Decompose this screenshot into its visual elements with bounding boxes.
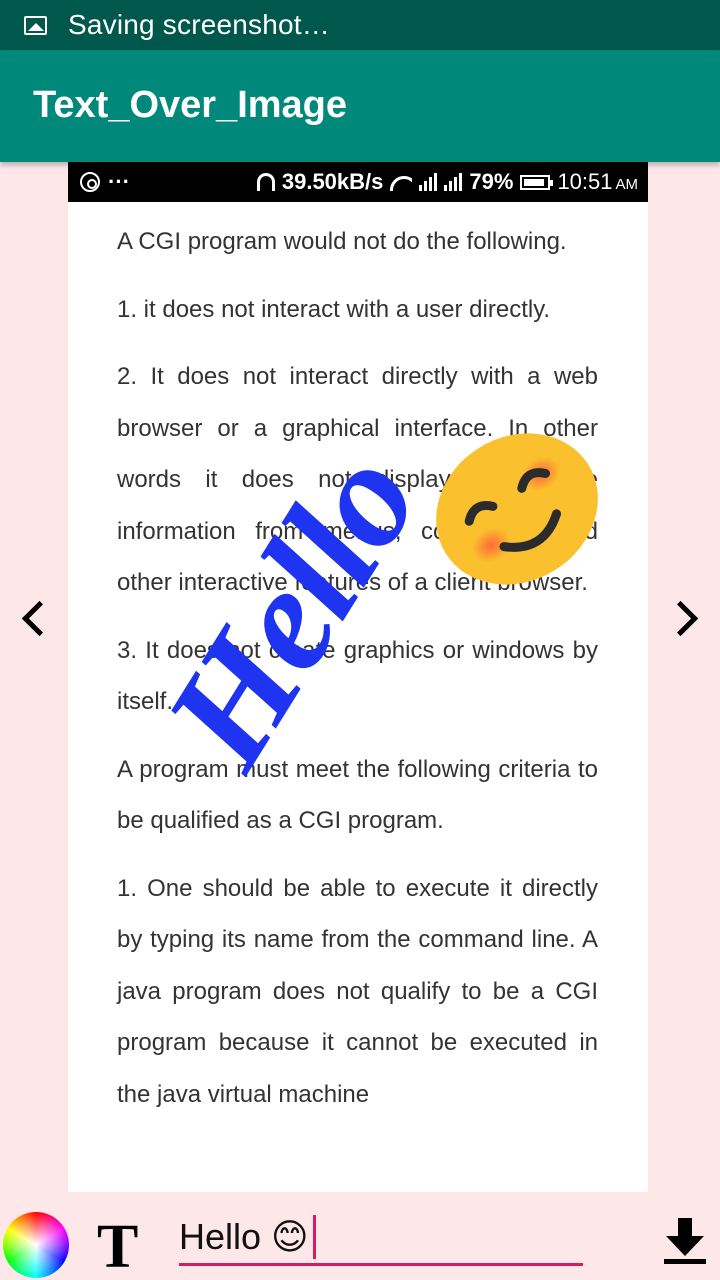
notification-text: Saving screenshot… [68, 9, 330, 40]
paragraph: 3. It does not create graphics or window… [117, 636, 598, 716]
signal-sim1-icon [419, 173, 438, 191]
network-speed: 39.50kB/s [281, 169, 384, 194]
previous-image-button[interactable] [14, 596, 54, 640]
more-dots: ··· [108, 169, 130, 194]
disc-icon [80, 172, 100, 192]
text-cursor [312, 1214, 316, 1259]
download-icon[interactable] [664, 1218, 706, 1264]
overlay-text-input[interactable]: Hello 😊 [179, 1210, 583, 1266]
next-image-button[interactable] [665, 596, 705, 640]
signal-sim2-icon [444, 173, 463, 191]
color-picker-button[interactable] [3, 1212, 69, 1278]
text-style-button[interactable]: T [97, 1213, 139, 1280]
editor-toolbar: T Hello 😊 [0, 1192, 720, 1280]
system-status-bar: Saving screenshot… [0, 0, 720, 50]
paragraph: A CGI program would not do the following… [117, 228, 567, 255]
app-toolbar: Text_Over_Image [0, 50, 720, 162]
wifi-icon [390, 173, 413, 191]
inner-status-bar: ··· 39.50kB/s 79% 10:51 AM [68, 162, 648, 202]
paragraph: 1. it does not interact with a user dire… [117, 295, 551, 323]
page-title: Text_Over_Image [33, 83, 348, 126]
screenshot-canvas[interactable]: ··· 39.50kB/s 79% 10:51 AM A CGI program … [68, 162, 648, 1192]
paragraph: 1. One should be able to execute it dire… [117, 874, 598, 1108]
battery-percent: 79% [469, 169, 514, 194]
clock: 10:51 AM [557, 169, 638, 194]
document-text: A CGI program would not do the following… [68, 202, 648, 1120]
paragraph: A program must meet the following criter… [117, 755, 598, 835]
image-icon [24, 15, 47, 35]
headphone-icon [256, 173, 275, 191]
battery-icon [520, 174, 554, 190]
overlay-text-value[interactable]: Hello 😊 [179, 1215, 309, 1257]
smiling-face-emoji-overlay[interactable] [428, 428, 606, 590]
